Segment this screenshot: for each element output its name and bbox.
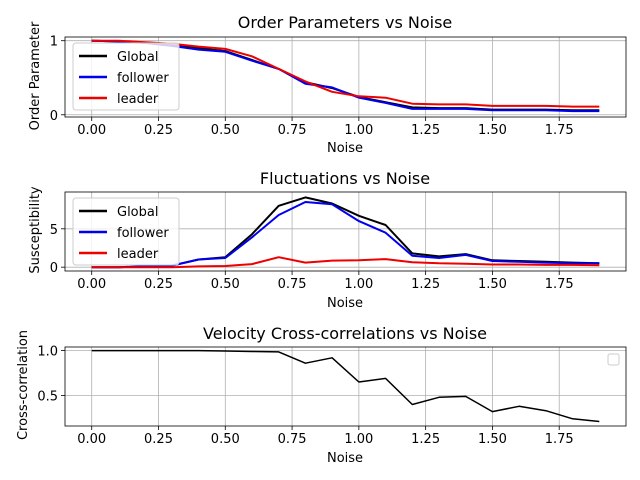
x-tick-label: 0.75 [278,432,307,447]
panel-3-ylabel: Cross-correlation [16,330,31,440]
x-tick-label: 1.25 [411,123,440,138]
x-tick-label: 0.50 [211,432,240,447]
panel-2-plot: 0.00 0.25 0.50 0.75 1.00 1.25 1.50 1.75 0 5 Global… [50,191,627,292]
panel-1-plot: 0.00 0.25 0.50 0.75 1.00 1.25 1.50 1.75 0 1 Global… [50,35,627,138]
x-tick-label: 1.25 [411,277,440,292]
y-tick-label: 5 [50,223,58,238]
x-tick-label: 1.50 [478,277,507,292]
x-tick-label: 0.25 [144,277,173,292]
axes-frame [64,346,627,427]
legend-box [72,42,180,111]
x-tick-label: 1.00 [344,123,373,138]
panel-1-xlabel: Noise [327,141,363,156]
x-tick-label: 1.50 [478,123,507,138]
x-tick-label: 0.75 [278,277,307,292]
panel-2-xlabel: Noise [327,296,363,311]
axes-frame [64,36,627,118]
x-tick-label: 0.00 [77,123,106,138]
x-tick-label: 0.00 [77,432,106,447]
x-tick-label: 1.00 [344,432,373,447]
panel-order-parameters: Order Parameters vs Noise Noise Order Pa… [28,13,452,156]
legend-box [72,197,180,266]
legend-label: Global [117,205,158,220]
x-tick-label: 1.75 [545,277,574,292]
legend-label: follower [117,71,169,86]
legend-label: Global [117,50,158,65]
series-line-cross-correlation [91,349,600,423]
panel-3-plot: 0.00 0.25 0.50 0.75 1.00 1.25 1.50 1.75 0.5 1.0 [37,345,627,447]
legend-box [607,353,620,366]
y-tick-label: 1 [50,35,58,50]
y-tick-label: 0 [50,261,58,276]
panel-3-xlabel: Noise [327,451,363,466]
y-tick-label: 0.5 [37,389,58,404]
panel-fluctuations: Fluctuations vs Noise Noise Susceptibili… [28,169,430,311]
x-tick-label: 1.25 [411,432,440,447]
legend-label: leader [117,247,159,262]
x-tick-label: 0.50 [211,277,240,292]
x-tick-label: 0.75 [278,123,307,138]
x-tick-label: 0.50 [211,123,240,138]
y-tick-label: 0 [50,109,58,124]
x-tick-label: 0.25 [144,432,173,447]
x-tick-label: 0.00 [77,277,106,292]
panel-2-ylabel: Susceptibility [28,186,43,274]
legend-label: follower [117,226,169,241]
x-tick-label: 0.25 [144,123,173,138]
series-line-leader [91,256,600,269]
x-tick-label: 1.50 [478,432,507,447]
panel-cross-correlations: Velocity Cross-correlations vs Noise Noi… [16,324,487,466]
legend: Global follower leader [72,42,180,111]
x-tick-label: 1.75 [545,123,574,138]
panel-3-title: Velocity Cross-correlations vs Noise [203,324,487,343]
panel-1-title: Order Parameters vs Noise [238,13,453,32]
panel-1-ylabel: Order Parameter [28,21,43,130]
x-tick-label: 1.00 [344,277,373,292]
axes-frame [64,191,627,272]
x-tick-label: 1.75 [545,432,574,447]
legend: Global follower leader [72,197,180,266]
legend-label: leader [117,92,159,107]
y-tick-label: 1.0 [37,345,58,360]
panel-2-title: Fluctuations vs Noise [260,169,430,188]
